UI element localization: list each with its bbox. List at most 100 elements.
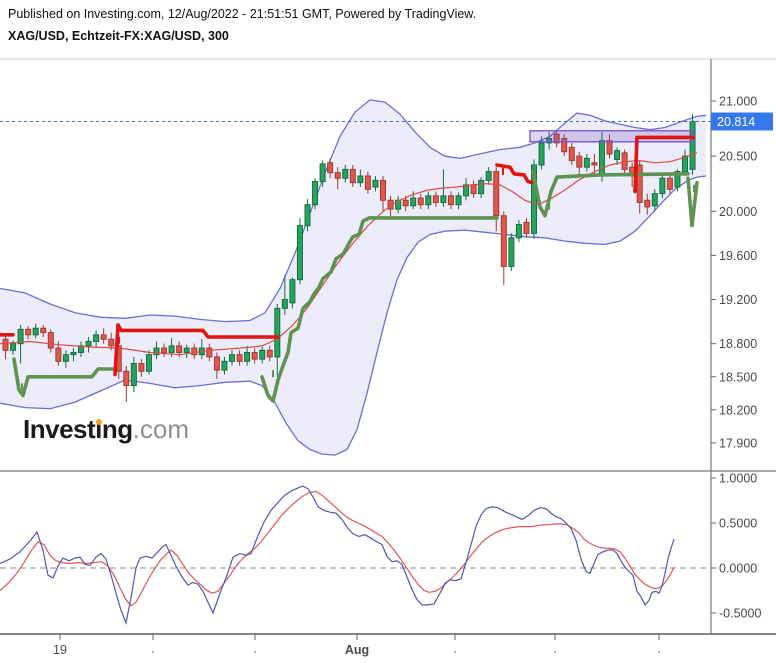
candle-down (644, 199, 651, 208)
candle-up (651, 193, 658, 207)
candle-up (70, 351, 77, 356)
osc-tick-label: 0.0000 (719, 562, 757, 576)
candle-up (289, 279, 296, 304)
buy-marker-icon (272, 370, 274, 378)
candle-down (2, 338, 9, 351)
logo-text-post: ng (101, 414, 133, 444)
candle-down (206, 347, 213, 358)
candle-up (546, 138, 553, 144)
price-tick-label: 17.900 (719, 436, 757, 450)
candle-up (130, 363, 137, 387)
candle-down (47, 332, 54, 349)
candle-up (304, 204, 311, 227)
candle-down (523, 221, 530, 234)
time-minor-dot (152, 651, 154, 653)
price-tick-label: 18.800 (719, 337, 757, 351)
candle-up (168, 345, 175, 353)
candle-up (259, 349, 266, 360)
candle-down (334, 172, 341, 179)
trend-down-line (495, 163, 534, 185)
ma-line (0, 152, 698, 356)
candle-up (281, 299, 288, 309)
candle-up (10, 343, 17, 351)
time-minor-dot (254, 651, 256, 653)
symbol-title: XAG/USD, Echtzeit-FX:XAG/USD, 300 (8, 29, 229, 43)
candle-up (455, 195, 462, 206)
time-axis-label: 19 (53, 643, 67, 657)
candle-down (40, 327, 47, 334)
buy-marker-icon (693, 184, 695, 192)
logo-dotted-i: ı (95, 414, 102, 444)
trend-down-line (633, 135, 695, 194)
price-tick-label: 21.000 (719, 95, 757, 109)
candle-down (500, 215, 507, 267)
oscillator-slow-line (0, 490, 675, 607)
oscillator-panel[interactable] (0, 485, 706, 626)
candle-up (183, 347, 190, 353)
last-price-value: 20.814 (717, 115, 755, 129)
candle-up (531, 164, 537, 234)
candle-up (319, 163, 326, 183)
band-lower-line (0, 175, 707, 456)
candle-up (614, 150, 621, 160)
candle-down (161, 347, 168, 353)
candle-down (470, 184, 477, 195)
price-tick-label: 19.200 (719, 293, 757, 307)
candle-down (25, 328, 32, 336)
logo-com-suffix: .com (132, 414, 189, 444)
time-minor-dot (454, 651, 456, 653)
candle-down (327, 162, 334, 174)
candle-down (493, 171, 500, 217)
candle-up (153, 347, 160, 356)
candle-up (372, 179, 379, 188)
candle-down (576, 155, 583, 168)
candle-down (176, 345, 183, 353)
candle-down (191, 347, 198, 356)
time-minor-dot (658, 651, 660, 653)
osc-tick-label: -0.5000 (719, 607, 761, 621)
candle-up (425, 195, 432, 206)
candle-up (32, 327, 39, 336)
candlesticks[interactable] (2, 114, 696, 403)
volatility-band-fill (0, 99, 706, 456)
candle-down (55, 347, 62, 362)
candle-up (17, 328, 24, 345)
main-price-panel[interactable] (0, 99, 711, 456)
logo-orange-dot-icon (95, 419, 102, 425)
candle-up (674, 171, 681, 188)
candle-down (349, 168, 356, 184)
candle-down (636, 164, 643, 203)
price-tick-label: 19.600 (719, 249, 757, 263)
candle-up (312, 181, 319, 206)
candle-down (364, 175, 371, 190)
candle-up (357, 175, 364, 184)
candle-down (213, 356, 220, 371)
osc-tick-label: 0.5000 (719, 517, 757, 531)
price-tick-label: 20.500 (719, 150, 757, 164)
price-tick-label: 18.200 (719, 403, 757, 417)
candle-down (251, 351, 258, 360)
candle-down (568, 146, 575, 162)
candle-down (432, 195, 439, 203)
logo-text-pre: Invest (23, 414, 96, 444)
candle-up (485, 171, 492, 181)
candle-up (410, 197, 417, 207)
candle-down (380, 179, 386, 201)
candle-down (100, 334, 107, 340)
candle-down (666, 177, 673, 190)
band-upper-line (0, 99, 707, 323)
candle-down (402, 199, 409, 207)
buy-marker-icon (21, 383, 23, 391)
candle-up (508, 237, 515, 267)
trend-up-line (12, 357, 115, 398)
candle-up (659, 177, 666, 195)
candle-up (515, 224, 522, 239)
candle-up (274, 307, 281, 358)
price-tick-label: 20.000 (719, 205, 757, 219)
time-axis-label: Aug (345, 643, 369, 657)
candle-up (689, 121, 696, 170)
candle-up (62, 354, 69, 362)
axis-labels[interactable]: 21.000 20.500 20.000 19.600 19.200 18.800 18.5… (53, 95, 773, 658)
